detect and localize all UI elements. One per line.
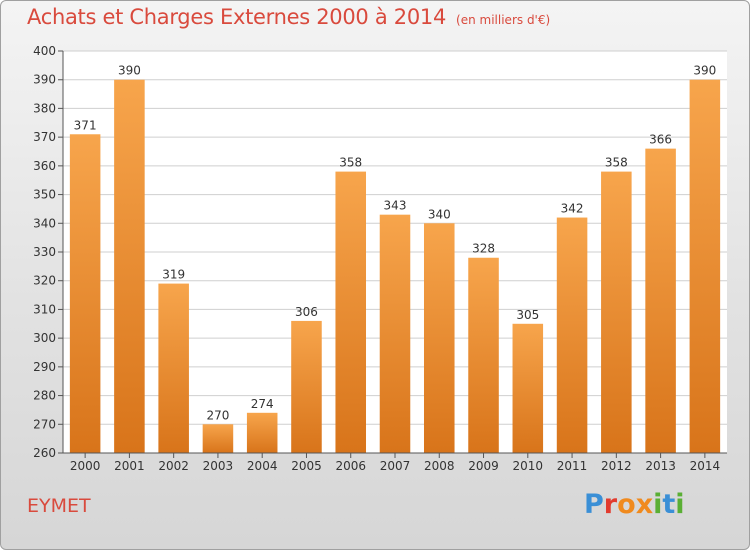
x-tick-label: 2009 [468,459,499,473]
y-tick-label: 270 [33,417,56,431]
x-tick-label: 2005 [291,459,322,473]
y-tick-label: 400 [33,44,56,58]
x-tick-label: 2006 [335,459,366,473]
value-label: 390 [118,64,141,78]
bar-2000 [69,134,101,453]
bar-2008 [423,223,455,453]
bar-2002 [158,283,189,453]
y-tick-label: 260 [33,446,56,460]
bar-2007 [379,214,411,453]
bar-2011 [556,217,588,453]
y-tick-label: 310 [33,302,56,316]
y-tick-label: 390 [33,73,56,87]
chart-subtitle: (en milliers d'€) [456,13,551,27]
x-tick-label: 2000 [70,459,101,473]
y-tick-label: 360 [33,159,56,173]
bar-2005 [291,320,322,453]
y-tick-label: 280 [33,389,56,403]
value-label: 270 [206,408,229,422]
x-tick-label: 2002 [158,459,189,473]
bar-2010 [512,323,544,453]
x-tick-label: 2004 [247,459,278,473]
value-label: 340 [428,207,451,221]
y-tick-label: 370 [33,130,56,144]
y-tick-label: 300 [33,331,56,345]
x-tick-label: 2001 [114,459,145,473]
x-tick-label: 2008 [424,459,455,473]
bar-2001 [114,79,145,453]
value-label: 274 [251,397,274,411]
value-label: 343 [384,199,407,213]
bar-2013 [645,148,676,453]
value-label: 371 [74,118,97,132]
value-label: 366 [649,133,672,147]
x-tick-label: 2012 [601,459,632,473]
x-tick-label: 2010 [513,459,544,473]
chart-title: Achats et Charges Externes 2000 à 2014 (e… [27,5,550,29]
value-label: 358 [605,156,628,170]
y-tick-label: 380 [33,101,56,115]
value-label: 319 [162,268,185,282]
y-tick-label: 340 [33,216,56,230]
bar-2003 [202,424,234,453]
place-name: EYMET [27,495,91,517]
bar-2006 [335,171,367,453]
value-label: 305 [516,308,539,322]
proxiti-logo[interactable]: Proxiti [584,489,685,520]
bar-2009 [468,257,499,453]
y-tick-label: 350 [33,188,56,202]
y-tick-label: 320 [33,274,56,288]
value-label: 390 [693,64,716,78]
bar-2014 [689,79,721,453]
y-tick-label: 290 [33,360,56,374]
title-text: Achats et Charges Externes 2000 à 2014 [27,5,447,29]
bar-2012 [601,171,632,453]
x-axis: 2000 2001 2002 2003 2004 2005 2006 2007 2008 2009… [70,453,720,473]
x-tick-label: 2007 [380,459,411,473]
bar-2004 [246,412,278,453]
value-label: 358 [339,156,362,170]
y-tick-label: 330 [33,245,56,259]
x-tick-label: 2013 [645,459,676,473]
value-label: 342 [561,202,584,216]
x-tick-label: 2003 [203,459,234,473]
x-tick-label: 2011 [557,459,588,473]
bars-group [69,79,721,453]
value-label: 306 [295,305,318,319]
value-label: 328 [472,242,495,256]
x-tick-label: 2014 [690,459,721,473]
value-labels: 371 390 319 270 274 306 358 343 340 328 305 342 358 3… [74,64,717,423]
